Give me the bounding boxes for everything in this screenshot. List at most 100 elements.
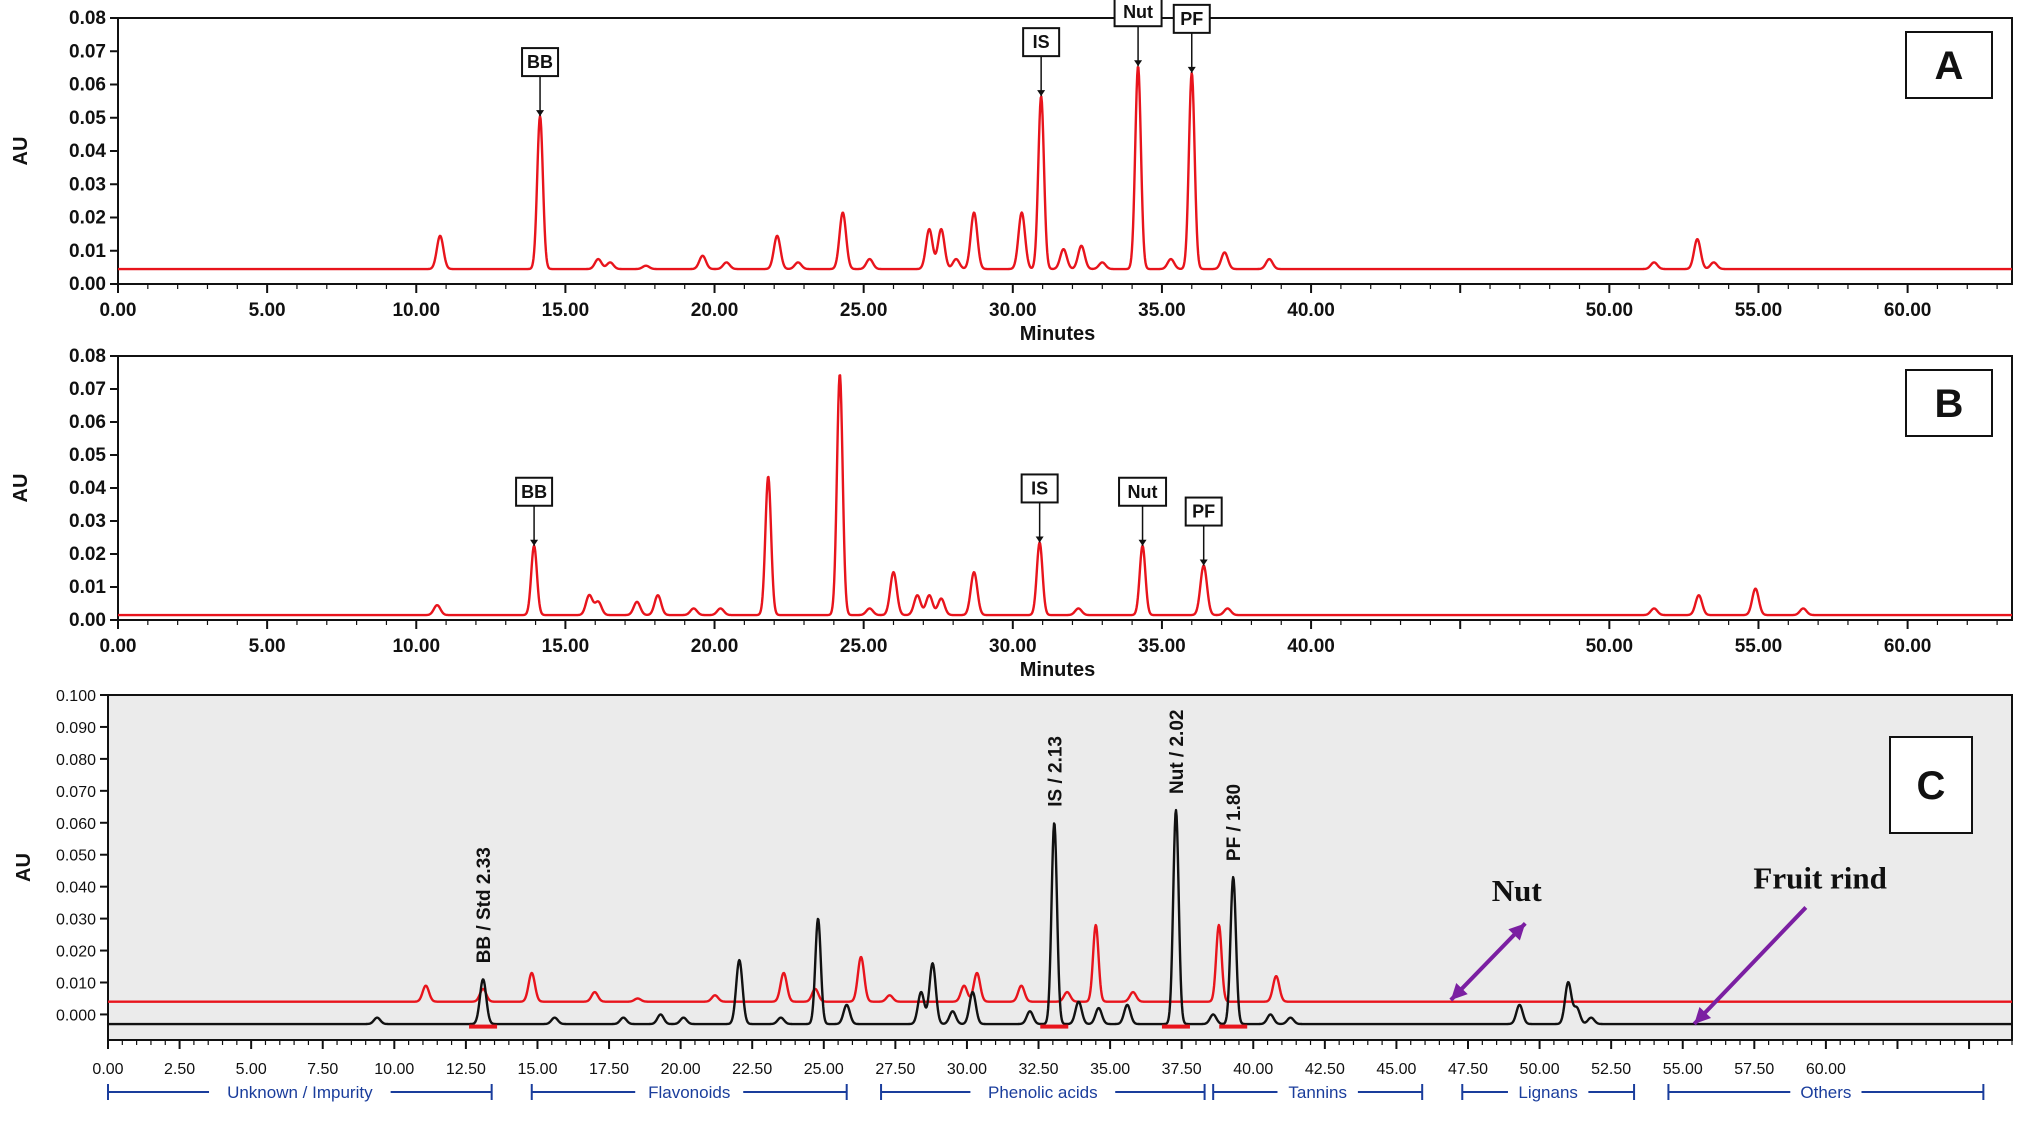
panel-b-x-axis-label: Minutes — [1020, 659, 1096, 681]
integration-marker — [1219, 1024, 1248, 1029]
y-tick-label: 0.07 — [69, 41, 106, 62]
series-line-b-0 — [117, 374, 2013, 617]
x-tick-label: 32.50 — [1019, 1061, 1059, 1078]
peak-label: PF / 1.80 — [1224, 784, 1245, 861]
panel-c-y-axis-label: AU — [13, 853, 35, 882]
y-tick-label: 0.02 — [69, 544, 106, 565]
peak-arrowhead — [1134, 60, 1143, 67]
x-tick-label: 5.00 — [249, 636, 286, 657]
y-tick-label: 0.06 — [69, 75, 106, 96]
x-tick-label: 30.00 — [947, 1061, 987, 1078]
x-tick-label: 15.00 — [542, 636, 590, 657]
integration-marker — [469, 1024, 498, 1029]
peak-label-box — [1172, 3, 1211, 34]
y-tick-label: 0.060 — [56, 816, 96, 833]
peak-label: Nut — [1128, 482, 1158, 502]
peak-arrowhead — [1035, 536, 1044, 543]
x-tick-label: 55.00 — [1735, 636, 1783, 657]
y-tick-label: 0.04 — [69, 141, 106, 162]
x-tick-label: 60.00 — [1884, 300, 1932, 321]
class-range-label: Phenolic acids — [988, 1083, 1098, 1102]
x-tick-label: 50.00 — [1586, 636, 1634, 657]
class-range-label: Flavonoids — [648, 1083, 730, 1102]
peak-arrowhead — [1037, 90, 1046, 97]
peak-arrowhead — [536, 110, 545, 117]
x-tick-label: 17.50 — [589, 1061, 629, 1078]
peak-arrowhead — [1199, 559, 1208, 566]
peak-label: BB / Std 2.33 — [474, 847, 495, 963]
y-tick-label: 0.090 — [56, 720, 96, 737]
y-tick-label: 0.01 — [69, 241, 106, 262]
callout-arrowhead — [1508, 923, 1526, 941]
y-tick-label: 0.08 — [69, 8, 106, 29]
y-tick-label: 0.03 — [69, 511, 106, 532]
x-tick-label: 10.00 — [392, 300, 440, 321]
panel-a-x-axis-label: Minutes — [1020, 323, 1096, 345]
x-tick-label: 5.00 — [236, 1061, 267, 1078]
peak-label-box — [1118, 476, 1168, 507]
y-tick-label: 0.03 — [69, 174, 106, 195]
x-tick-label: 15.00 — [542, 300, 590, 321]
callout-arrow — [1692, 906, 1808, 1026]
x-tick-label: 22.50 — [732, 1061, 772, 1078]
y-tick-label: 0.100 — [56, 688, 96, 705]
peak-label: IS / 2.13 — [1045, 736, 1066, 807]
peak-label: BB — [521, 482, 547, 502]
x-tick-label: 2.50 — [164, 1061, 195, 1078]
x-tick-label: 5.00 — [249, 300, 286, 321]
y-tick-label: 0.00 — [69, 274, 106, 295]
panel-a-label-box — [1905, 31, 1993, 99]
x-tick-label: 35.00 — [1090, 1061, 1130, 1078]
integration-marker — [1161, 1024, 1190, 1029]
chromatogram-panel-a: BB IS Nut PF 0.00 0.01 0.02 0.03 0.04 0.05 0.06 0.… — [10, 0, 2013, 345]
callout-arrowhead — [1694, 1006, 1712, 1025]
chromatogram-panel-c: BB / Std 2.33 IS / 2.13 Nut / 2.02 PF / 1.8… — [13, 688, 2013, 1102]
x-tick-label: 20.00 — [691, 300, 739, 321]
panel-a-y-axis-label: AU — [10, 137, 32, 166]
chromatogram-panel-b: BB IS Nut PF 0.00 0.01 0.02 0.03 0.04 0.05 0.06 0.… — [10, 346, 2013, 681]
series-line-a-0 — [117, 65, 2013, 271]
peak-label-box — [1022, 27, 1061, 58]
y-tick-label: 0.020 — [56, 944, 96, 961]
y-tick-label: 0.00 — [69, 610, 106, 631]
panel-c-label-box — [1889, 736, 1973, 834]
x-tick-label: 30.00 — [989, 636, 1037, 657]
x-tick-label: 0.00 — [100, 300, 137, 321]
x-tick-label: 50.00 — [1520, 1061, 1560, 1078]
x-tick-label: 60.00 — [1884, 636, 1932, 657]
integration-marker — [1040, 1024, 1069, 1029]
x-tick-label: 27.50 — [875, 1061, 915, 1078]
y-tick-label: 0.070 — [56, 784, 96, 801]
peak-label: Nut / 2.02 — [1167, 710, 1188, 794]
y-tick-label: 0.01 — [69, 577, 106, 598]
peak-label: IS — [1031, 478, 1048, 498]
y-tick-label: 0.000 — [56, 1007, 96, 1024]
x-tick-label: 40.00 — [1287, 300, 1335, 321]
x-tick-label: 60.00 — [1806, 1061, 1846, 1078]
x-tick-label: 50.00 — [1586, 300, 1634, 321]
y-tick-label: 0.080 — [56, 752, 96, 769]
peak-label: Nut — [1123, 2, 1153, 22]
y-tick-label: 0.06 — [69, 412, 106, 433]
class-range-label: Unknown / Impurity — [227, 1083, 373, 1102]
callout-arrowhead — [1450, 983, 1468, 1001]
x-tick-label: 25.00 — [804, 1061, 844, 1078]
x-tick-label: 45.00 — [1376, 1061, 1416, 1078]
y-tick-label: 0.02 — [69, 208, 106, 229]
y-tick-label: 0.08 — [69, 346, 106, 367]
peak-label-box — [1184, 496, 1223, 527]
panel-b-label: B — [1935, 382, 1964, 426]
x-tick-label: 42.50 — [1305, 1061, 1345, 1078]
x-tick-label: 40.00 — [1233, 1061, 1273, 1078]
peak-label: PF — [1180, 9, 1203, 29]
x-tick-label: 15.00 — [517, 1061, 557, 1078]
x-tick-label: 57.50 — [1734, 1061, 1774, 1078]
x-tick-label: 25.00 — [840, 300, 888, 321]
y-tick-label: 0.05 — [69, 108, 106, 129]
peak-label-box — [521, 47, 560, 78]
peak-label: IS — [1033, 32, 1050, 52]
panel-b-label-box — [1905, 369, 1993, 437]
panel-a-plot-area — [117, 17, 2013, 285]
callout-arrow — [1449, 922, 1527, 1002]
